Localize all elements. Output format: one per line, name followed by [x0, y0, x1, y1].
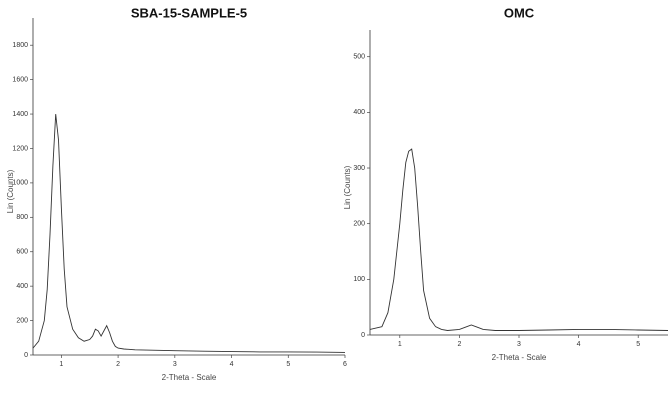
x-tick-label: 3 — [517, 341, 521, 348]
y-tick-label: 0 — [361, 332, 365, 339]
chart-title: OMC — [504, 5, 535, 20]
y-tick-label: 500 — [353, 54, 365, 61]
data-line — [32, 114, 346, 353]
y-tick-label: 0 — [24, 352, 28, 359]
x-tick-label: 4 — [230, 361, 234, 368]
x-tick-label: 5 — [286, 361, 290, 368]
data-line — [369, 148, 669, 331]
y-tick-label: 400 — [16, 283, 28, 290]
y-axis-label: Lin (Counts) — [343, 165, 352, 209]
y-tick-label: 1600 — [12, 76, 28, 83]
x-axis-label: 2-Theta - Scale — [492, 353, 547, 362]
y-tick-label: 100 — [353, 276, 365, 283]
y-tick-label: 1800 — [12, 42, 28, 49]
y-tick-label: 200 — [16, 317, 28, 324]
x-tick-label: 1 — [59, 361, 63, 368]
y-tick-label: 200 — [353, 221, 365, 228]
y-axis-label: Lin (Counts) — [6, 169, 15, 213]
y-tick-label: 400 — [353, 109, 365, 116]
x-axis-label: 2-Theta - Scale — [162, 373, 217, 382]
y-tick-label: 1400 — [12, 111, 28, 118]
x-tick-label: 5 — [636, 341, 640, 348]
x-tick-label: 6 — [343, 361, 347, 368]
x-tick-label: 2 — [116, 361, 120, 368]
chart-title: SBA-15-SAMPLE-5 — [131, 5, 247, 20]
x-tick-label: 1 — [398, 341, 402, 348]
y-tick-label: 600 — [16, 249, 28, 256]
y-tick-label: 800 — [16, 214, 28, 221]
x-tick-label: 2 — [457, 341, 461, 348]
x-tick-label: 4 — [577, 341, 581, 348]
y-tick-label: 300 — [353, 165, 365, 172]
y-tick-label: 1000 — [12, 180, 28, 187]
x-tick-label: 3 — [173, 361, 177, 368]
y-tick-label: 1200 — [12, 145, 28, 152]
